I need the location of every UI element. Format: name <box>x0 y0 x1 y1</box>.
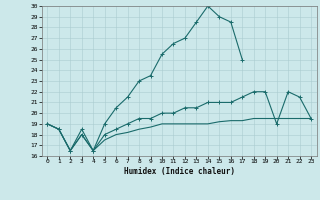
X-axis label: Humidex (Indice chaleur): Humidex (Indice chaleur) <box>124 167 235 176</box>
